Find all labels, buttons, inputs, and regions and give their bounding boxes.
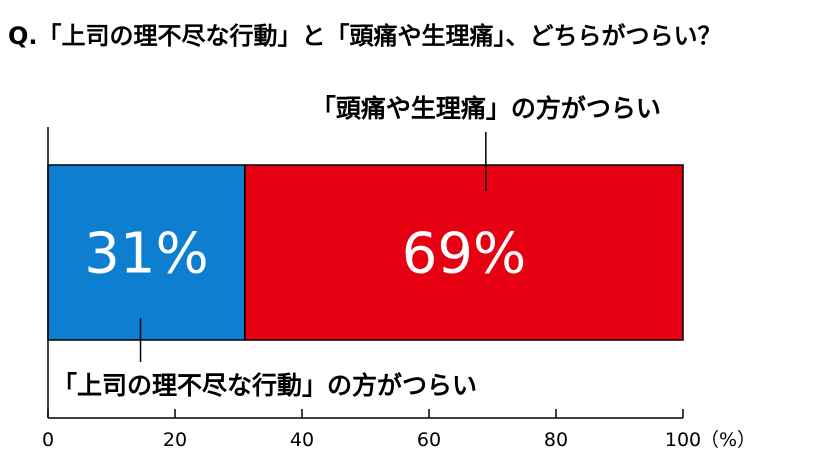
- x-tick-label-40: 40: [290, 429, 314, 451]
- x-tick-label-60: 60: [417, 429, 441, 451]
- callout-label-2: 「頭痛や生理痛」の方がつらい: [311, 94, 661, 123]
- data-label-1: 31%: [84, 222, 208, 287]
- x-tick-label-100: 100: [665, 429, 701, 451]
- data-label-2: 69%: [402, 222, 526, 287]
- x-tick-label-80: 80: [544, 429, 568, 451]
- bar-segment-1: [47, 164, 246, 341]
- x-tick-label-20: 20: [163, 429, 187, 451]
- chart-title: Q.「上司の理不尽な行動」と「頭痛や生理痛」、どちらがつらい？: [8, 22, 722, 50]
- plot-area: 31% 「上司の理不尽な行動」の方がつらい 69% 「頭痛や生理痛」の方がつらい 0 20…: [42, 94, 756, 451]
- bar-segment-2: [244, 164, 684, 341]
- x-axis-unit: （%）: [700, 429, 756, 451]
- x-tick-label-0: 0: [42, 429, 54, 451]
- callout-label-1: 「上司の理不尽な行動」の方がつらい: [52, 371, 477, 400]
